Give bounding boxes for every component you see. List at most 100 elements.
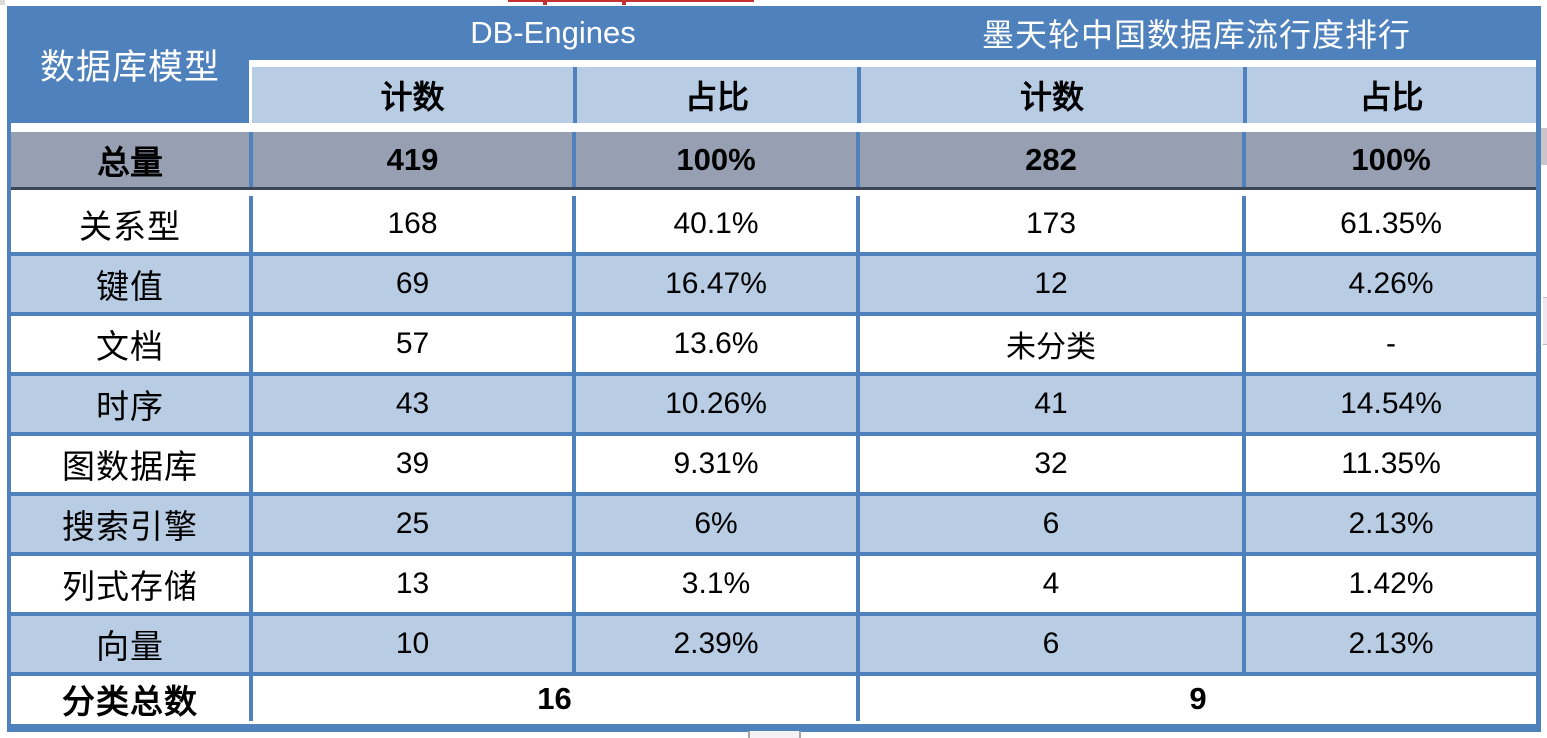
grid-line [856,496,860,552]
grid-line [11,672,1536,676]
grid-line [249,316,253,372]
db-ratio: 6% [576,496,856,552]
mtl-ratio: 2.13% [1246,496,1536,552]
table-row: 图数据库 39 9.31% 32 11.35% [11,436,1536,492]
grid-line [572,196,576,252]
db-ratio: 2.39% [576,616,856,672]
grid-line [572,556,576,612]
db-ratio: 3.1% [576,556,856,612]
grid-line [856,256,860,312]
row-label: 图数据库 [11,436,249,492]
grid-line [11,552,1536,556]
grid-line [572,436,576,492]
row-label: 总量 [11,132,249,187]
category-total-row: 分类总数 16 9 [11,676,1536,721]
horizontal-scrollbar-thumb[interactable] [748,731,801,738]
table-row: 搜索引擎 25 6% 6 2.13% [11,496,1536,552]
grid-line [249,676,253,721]
grid-line [572,316,576,372]
mtl-ratio: 11.35% [1246,436,1536,492]
grid-line [249,376,253,432]
db-count: 25 [253,496,572,552]
sub-header-spacer [249,67,252,123]
db-count: 39 [253,436,572,492]
grid-line [572,496,576,552]
row-label: 文档 [11,316,249,372]
grid-line [856,436,860,492]
page-corner-artifact [0,0,5,5]
grid-line [1242,436,1246,492]
db-count: 57 [253,316,572,372]
corner-header-cell: 数据库模型 [11,6,249,123]
grid-line [573,67,577,123]
table-header: 数据库模型 DB-Engines 墨天轮中国数据库流行度排行 计数 占比 计数 … [11,6,1536,123]
db-ratio: 40.1% [576,196,856,252]
grid-line [572,256,576,312]
mtl-ratio: 2.13% [1246,616,1536,672]
mtl-ratio: - [1246,316,1536,372]
grid-line [1242,616,1246,672]
mtl-count: 32 [860,436,1242,492]
grid-line [11,312,1536,316]
grid-line [11,372,1536,376]
cropped-red-text-mark [622,0,626,5]
mtl-count: 6 [860,616,1242,672]
vertical-scrollbar-thumb[interactable] [1541,128,1547,165]
grid-line [1242,256,1246,312]
grid-line [857,67,861,123]
header-gap [249,60,1536,67]
sub-header-row: 计数 占比 计数 占比 [249,67,1536,123]
total-row: 总量 419 100% 282 100% [11,132,1536,190]
comparison-table: 数据库模型 DB-Engines 墨天轮中国数据库流行度排行 计数 占比 计数 … [7,6,1541,732]
row-label: 关系型 [11,196,249,252]
sub-header-mtl-count: 计数 [861,67,1243,123]
grid-line [1243,67,1247,123]
grid-line [856,676,860,721]
mtl-count: 4 [860,556,1242,612]
grid-line [572,132,576,187]
grid-line [11,612,1536,616]
table-row: 关系型 168 40.1% 173 61.35% [11,196,1536,252]
table-row: 时序 43 10.26% 41 14.54% [11,376,1536,432]
table-row: 列式存储 13 3.1% 4 1.42% [11,556,1536,612]
total-db-ratio: 100% [576,132,856,187]
grid-line [249,196,253,252]
grid-line [1242,496,1246,552]
grid-line [1242,196,1246,252]
grid-line [249,132,253,187]
vertical-scrollbar-fragment[interactable] [1543,297,1547,345]
db-count: 10 [253,616,572,672]
total-mtl-ratio: 100% [1246,132,1536,187]
row-label: 搜索引擎 [11,496,249,552]
grid-line [249,616,253,672]
grid-line [1242,316,1246,372]
db-ratio: 13.6% [576,316,856,372]
mtl-count: 未分类 [860,316,1242,372]
grid-line [1242,556,1246,612]
grid-line [11,432,1536,436]
row-label: 分类总数 [11,676,249,721]
mtl-category-total: 9 [860,676,1536,721]
grid-line [1242,376,1246,432]
db-ratio: 9.31% [576,436,856,492]
db-count: 69 [253,256,572,312]
cropped-red-text-mark [543,0,547,5]
row-label: 列式存储 [11,556,249,612]
mtl-ratio: 61.35% [1246,196,1536,252]
table-row: 向量 10 2.39% 6 2.13% [11,616,1536,672]
mtl-ratio: 1.42% [1246,556,1536,612]
grid-line [11,252,1536,256]
mtl-count: 6 [860,496,1242,552]
sub-header-db-count: 计数 [252,67,573,123]
sub-header-db-ratio: 占比 [577,67,857,123]
mtl-count: 173 [860,196,1242,252]
db-ratio: 10.26% [576,376,856,432]
grid-line [856,616,860,672]
group-header-band: DB-Engines 墨天轮中国数据库流行度排行 [249,6,1536,60]
db-category-total: 16 [253,676,856,721]
row-label: 向量 [11,616,249,672]
grid-line [856,556,860,612]
mtl-count: 41 [860,376,1242,432]
grid-line [249,556,253,612]
total-mtl-count: 282 [860,132,1242,187]
